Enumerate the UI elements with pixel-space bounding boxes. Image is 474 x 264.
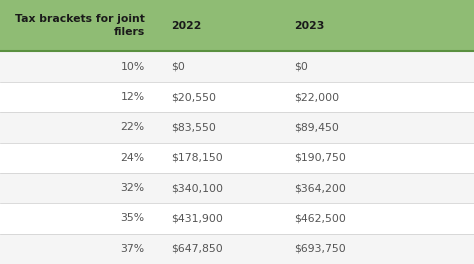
Text: $0: $0: [171, 62, 184, 72]
Text: $431,900: $431,900: [171, 214, 222, 223]
Bar: [0, 143, 474, 173]
Text: $340,100: $340,100: [171, 183, 223, 193]
Text: $693,750: $693,750: [294, 244, 346, 254]
Text: $364,200: $364,200: [294, 183, 346, 193]
Text: 12%: 12%: [120, 92, 145, 102]
Text: 10%: 10%: [120, 62, 145, 72]
Text: 32%: 32%: [120, 183, 145, 193]
Text: Tax brackets for joint
filers: Tax brackets for joint filers: [15, 14, 145, 37]
Text: $190,750: $190,750: [294, 153, 346, 163]
Text: 22%: 22%: [120, 122, 145, 132]
Bar: [0, 51, 474, 82]
Text: $20,550: $20,550: [171, 92, 216, 102]
Text: $22,000: $22,000: [294, 92, 339, 102]
Text: $89,450: $89,450: [294, 122, 339, 132]
Text: 24%: 24%: [120, 153, 145, 163]
Text: $178,150: $178,150: [171, 153, 222, 163]
Text: $0: $0: [294, 62, 308, 72]
Text: $83,550: $83,550: [171, 122, 216, 132]
Text: 37%: 37%: [120, 244, 145, 254]
Text: 2023: 2023: [294, 21, 324, 31]
Text: $647,850: $647,850: [171, 244, 222, 254]
Text: $462,500: $462,500: [294, 214, 346, 223]
Text: 35%: 35%: [120, 214, 145, 223]
Bar: [0, 203, 474, 234]
Bar: [0, 112, 474, 143]
Text: 2022: 2022: [171, 21, 201, 31]
Bar: [0, 173, 474, 203]
Bar: [0, 0, 474, 51]
Bar: [0, 82, 474, 112]
Bar: [0, 234, 474, 264]
